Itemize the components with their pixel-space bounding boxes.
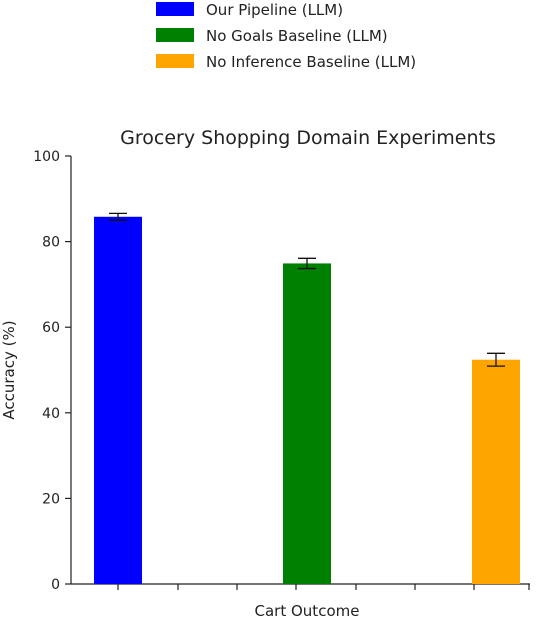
legend-swatch: [156, 2, 194, 16]
legend-swatch: [156, 28, 194, 42]
bars: [94, 212, 520, 584]
y-tick-label: 0: [51, 577, 60, 593]
bar: [472, 359, 520, 584]
legend: Our Pipeline (LLM) No Goals Baseline (LLM…: [156, 1, 416, 71]
error-bar: [109, 212, 127, 221]
y-tick-label: 60: [42, 320, 60, 336]
legend-item: Our Pipeline (LLM): [156, 1, 343, 19]
x-axis: [71, 583, 530, 590]
legend-label: Our Pipeline (LLM): [206, 1, 343, 19]
y-tick-label: 40: [42, 406, 60, 422]
x-axis-label: Cart Outcome: [255, 602, 360, 618]
bar: [94, 216, 142, 584]
error-bar: [298, 257, 316, 270]
error-bar: [487, 352, 505, 367]
y-tick-label: 100: [33, 149, 60, 165]
legend-swatch: [156, 54, 194, 68]
y-tick-label: 80: [42, 235, 60, 251]
bar: [283, 263, 331, 584]
y-axis: 0 20 40 60 80 100: [33, 149, 72, 593]
y-axis-label: Accuracy (%): [0, 320, 18, 419]
legend-label: No Inference Baseline (LLM): [206, 53, 416, 71]
chart-title: Grocery Shopping Domain Experiments: [120, 127, 496, 149]
legend-label: No Goals Baseline (LLM): [206, 27, 388, 45]
y-tick-label: 20: [42, 491, 60, 507]
legend-item: No Goals Baseline (LLM): [156, 27, 388, 45]
legend-item: No Inference Baseline (LLM): [156, 53, 416, 71]
